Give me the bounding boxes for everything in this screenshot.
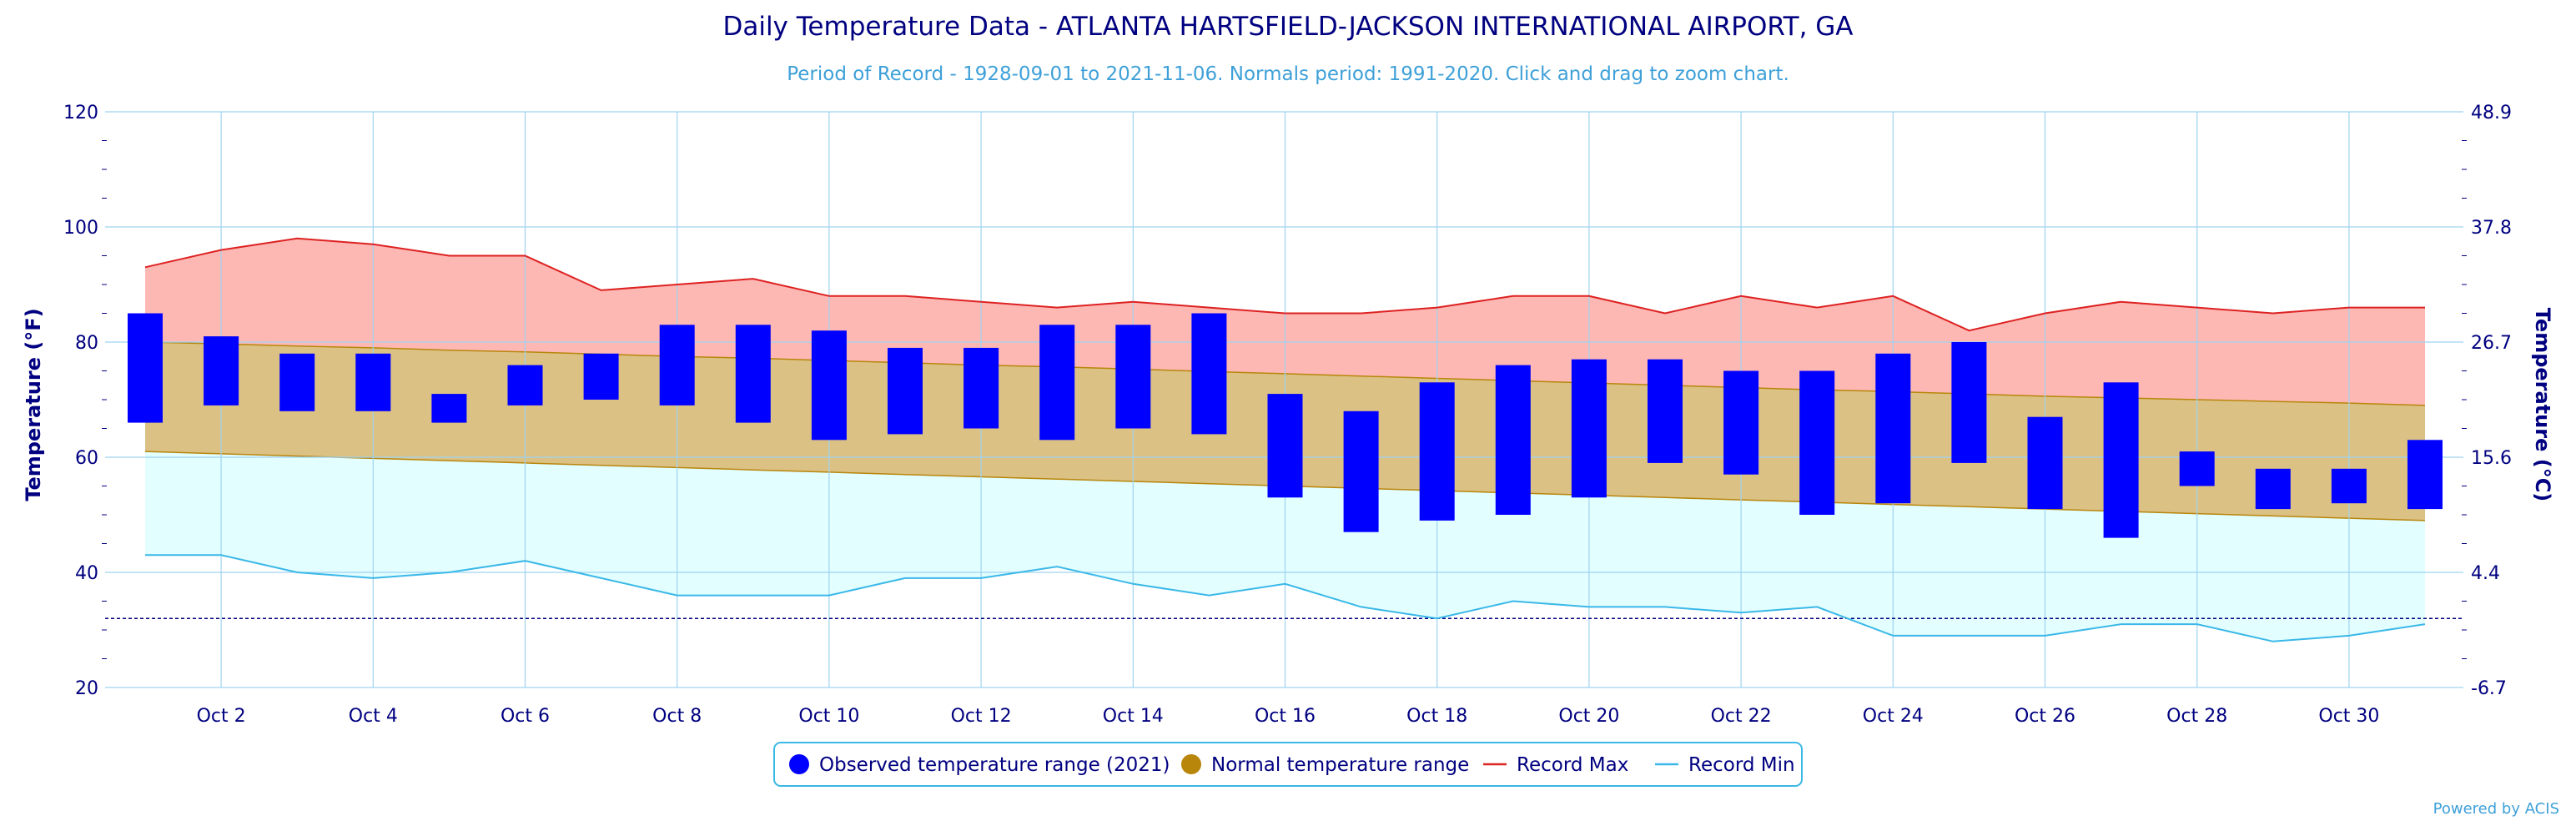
observed-bar-day-29[interactable]	[2255, 468, 2291, 510]
observed-bar-day-24[interactable]	[1875, 353, 1911, 504]
record-max-line	[144, 237, 2425, 332]
observed-bar-day-20[interactable]	[1571, 359, 1607, 498]
y-tick-right-label: 48.9	[2471, 103, 2512, 123]
observed-bar-day-22[interactable]	[1723, 370, 1759, 475]
x-tick-label: Oct 26	[2015, 706, 2075, 727]
observed-bar-day-5[interactable]	[431, 394, 467, 423]
y-tick-left-label: 120	[63, 103, 98, 123]
x-tick-label: Oct 12	[951, 706, 1012, 727]
observed-bar-day-2[interactable]	[204, 336, 239, 405]
observed-bar-day-4[interactable]	[355, 353, 391, 411]
y-tick-left-label: 60	[75, 448, 98, 469]
record-lines	[144, 237, 2426, 642]
observed-bar-day-16[interactable]	[1267, 394, 1303, 498]
credit-link[interactable]: Powered by ACIS	[2433, 800, 2559, 818]
observed-bar-day-1[interactable]	[128, 313, 163, 423]
y-tick-left-label: 40	[75, 563, 98, 584]
legend: Observed temperature range (2021) Normal…	[773, 742, 1803, 787]
y-axis-title-left: Temperature (°F)	[22, 308, 45, 501]
observed-bar-day-23[interactable]	[1799, 370, 1835, 516]
observed-bar-day-15[interactable]	[1191, 313, 1227, 435]
x-tick-label: Oct 24	[1863, 706, 1924, 727]
chart-title: Daily Temperature Data - ATLANTA HARTSFI…	[722, 12, 1853, 42]
x-tick-label: Oct 6	[501, 706, 550, 727]
observed-bar-day-14[interactable]	[1115, 325, 1151, 429]
x-tick-label: Oct 8	[652, 706, 702, 727]
legend-observed-label[interactable]: Observed temperature range (2021)	[819, 754, 1170, 776]
observed-bar-day-10[interactable]	[811, 330, 847, 441]
y-tick-right-label: 37.8	[2471, 218, 2512, 239]
observed-bar-day-19[interactable]	[1495, 365, 1531, 515]
observed-bar-day-21[interactable]	[1648, 359, 1683, 463]
observed-bar-day-3[interactable]	[279, 353, 315, 411]
observed-bar-day-13[interactable]	[1039, 325, 1075, 441]
observed-bars[interactable]	[128, 313, 2443, 538]
observed-bar-day-17[interactable]	[1343, 410, 1379, 532]
observed-bar-day-8[interactable]	[659, 325, 695, 405]
observed-bar-day-9[interactable]	[735, 325, 771, 423]
observed-bar-day-11[interactable]	[888, 347, 923, 435]
x-tick-label: Oct 16	[1255, 706, 1316, 727]
axis-ticks: 20 -6.7 40 4.4 60 15.6 80 26.7 100 37.8 120 48.9 Oct…	[63, 103, 2512, 727]
observed-bar-day-6[interactable]	[507, 365, 543, 405]
y-axis-title-right: Temperature (°C)	[2531, 308, 2554, 502]
x-tick-label: Oct 10	[798, 706, 859, 727]
observed-bar-day-31[interactable]	[2407, 440, 2443, 510]
chart-subtitle: Period of Record - 1928-09-01 to 2021-11…	[787, 63, 1789, 85]
observed-bar-day-12[interactable]	[963, 347, 999, 429]
x-tick-label: Oct 14	[1103, 706, 1164, 727]
observed-bar-day-7[interactable]	[583, 353, 619, 400]
y-tick-left-label: 80	[75, 333, 98, 354]
observed-bar-day-28[interactable]	[2179, 451, 2215, 486]
x-tick-label: Oct 28	[2166, 706, 2227, 727]
record-min-line	[145, 554, 2426, 642]
y-tick-right-label: 26.7	[2471, 333, 2512, 354]
legend-box	[773, 742, 1803, 787]
x-tick-label: Oct 22	[1711, 706, 1772, 727]
y-tick-left-label: 20	[75, 678, 98, 699]
observed-bar-day-18[interactable]	[1419, 382, 1455, 521]
observed-bar-day-26[interactable]	[2027, 416, 2063, 510]
y-tick-right-label: 4.4	[2471, 563, 2500, 584]
x-tick-label: Oct 30	[2318, 706, 2379, 727]
x-tick-label: Oct 4	[349, 706, 398, 727]
y-tick-right-label: -6.7	[2471, 678, 2507, 699]
x-tick-label: Oct 2	[197, 706, 246, 727]
observed-bar-day-30[interactable]	[2331, 468, 2367, 504]
x-tick-label: Oct 18	[1406, 706, 1467, 727]
y-tick-right-label: 15.6	[2471, 448, 2512, 469]
legend-observed-marker	[789, 754, 809, 774]
observed-bar-day-25[interactable]	[1951, 342, 1987, 463]
legend-record-max-label[interactable]: Record Max	[1517, 754, 1628, 776]
x-tick-label: Oct 20	[1558, 706, 1619, 727]
y-tick-left-label: 100	[63, 218, 98, 239]
legend-normal-label[interactable]: Normal temperature range	[1211, 754, 1469, 776]
observed-bar-day-27[interactable]	[2103, 382, 2139, 538]
legend-normal-marker	[1181, 754, 1201, 774]
legend-record-min-label[interactable]: Record Min	[1688, 754, 1795, 776]
